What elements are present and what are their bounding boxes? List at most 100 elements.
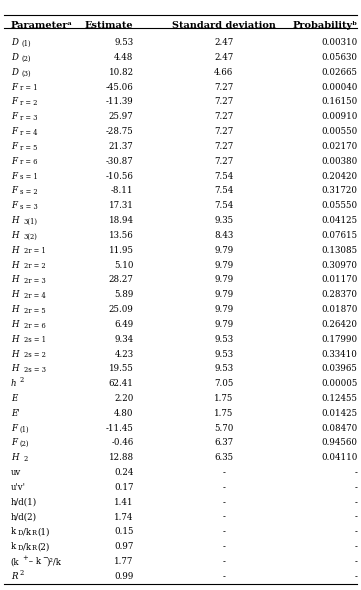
Text: (1): (1) bbox=[22, 40, 31, 48]
Text: 2r = 2: 2r = 2 bbox=[24, 263, 45, 270]
Text: H: H bbox=[11, 305, 18, 314]
Text: 19.55: 19.55 bbox=[109, 365, 134, 373]
Text: 8.43: 8.43 bbox=[214, 231, 234, 240]
Text: 7.27: 7.27 bbox=[214, 142, 234, 151]
Text: -: - bbox=[222, 468, 225, 477]
Text: −: − bbox=[42, 554, 48, 562]
Text: E: E bbox=[11, 394, 17, 403]
Text: F: F bbox=[11, 201, 17, 210]
Text: 6.49: 6.49 bbox=[114, 320, 134, 329]
Text: 9.53: 9.53 bbox=[114, 38, 134, 47]
Text: 18.94: 18.94 bbox=[109, 216, 134, 225]
Text: 2s = 1: 2s = 1 bbox=[24, 336, 46, 345]
Text: D: D bbox=[11, 38, 18, 47]
Text: F: F bbox=[11, 438, 17, 447]
Text: -: - bbox=[222, 542, 225, 551]
Text: F: F bbox=[11, 172, 17, 181]
Text: F: F bbox=[11, 142, 17, 151]
Text: 7.27: 7.27 bbox=[214, 157, 234, 166]
Text: 1.77: 1.77 bbox=[114, 557, 134, 566]
Text: H: H bbox=[11, 290, 18, 299]
Text: r = 4: r = 4 bbox=[20, 129, 37, 137]
Text: 0.04125: 0.04125 bbox=[321, 216, 357, 225]
Text: 0.01170: 0.01170 bbox=[321, 276, 357, 284]
Text: 0.24: 0.24 bbox=[114, 468, 134, 477]
Text: D: D bbox=[11, 53, 18, 62]
Text: 0.02665: 0.02665 bbox=[321, 68, 357, 77]
Text: 13.56: 13.56 bbox=[109, 231, 134, 240]
Text: 0.00380: 0.00380 bbox=[321, 157, 357, 166]
Text: 0.20420: 0.20420 bbox=[321, 172, 357, 181]
Text: 4.23: 4.23 bbox=[114, 349, 134, 359]
Text: -: - bbox=[222, 483, 225, 492]
Text: )²/k: )²/k bbox=[47, 557, 62, 566]
Text: F: F bbox=[11, 186, 17, 195]
Text: H: H bbox=[11, 276, 18, 284]
Text: H: H bbox=[11, 335, 18, 343]
Text: 0.15: 0.15 bbox=[114, 527, 134, 536]
Text: 0.30970: 0.30970 bbox=[321, 261, 357, 270]
Text: 7.27: 7.27 bbox=[214, 83, 234, 91]
Text: 21.37: 21.37 bbox=[109, 142, 134, 151]
Text: uv: uv bbox=[11, 468, 21, 477]
Text: 7.05: 7.05 bbox=[214, 379, 234, 388]
Text: u'v': u'v' bbox=[11, 483, 26, 492]
Text: 4.66: 4.66 bbox=[214, 68, 234, 77]
Text: 11.95: 11.95 bbox=[109, 245, 134, 255]
Text: s = 3: s = 3 bbox=[20, 203, 38, 211]
Text: r = 2: r = 2 bbox=[20, 99, 37, 107]
Text: Estimate: Estimate bbox=[85, 21, 134, 30]
Text: 1.41: 1.41 bbox=[114, 498, 134, 507]
Text: 7.27: 7.27 bbox=[214, 127, 234, 136]
Text: D: D bbox=[11, 68, 18, 77]
Text: 2r = 1: 2r = 1 bbox=[24, 247, 45, 255]
Text: D: D bbox=[18, 544, 23, 552]
Text: 0.00310: 0.00310 bbox=[321, 38, 357, 47]
Text: 2s = 3: 2s = 3 bbox=[24, 366, 46, 374]
Text: 2.20: 2.20 bbox=[114, 394, 134, 403]
Text: 9.35: 9.35 bbox=[214, 216, 233, 225]
Text: 3(1): 3(1) bbox=[24, 218, 38, 226]
Text: (k: (k bbox=[11, 557, 19, 566]
Text: 0.03965: 0.03965 bbox=[322, 365, 357, 373]
Text: 0.94560: 0.94560 bbox=[321, 438, 357, 447]
Text: R: R bbox=[11, 572, 17, 581]
Text: h/d(2): h/d(2) bbox=[11, 513, 37, 522]
Text: H: H bbox=[11, 231, 18, 240]
Text: -30.87: -30.87 bbox=[106, 157, 134, 166]
Text: 0.08470: 0.08470 bbox=[321, 424, 357, 432]
Text: 5.89: 5.89 bbox=[114, 290, 134, 299]
Text: -: - bbox=[355, 527, 357, 536]
Text: 0.17990: 0.17990 bbox=[321, 335, 357, 343]
Text: 25.09: 25.09 bbox=[109, 305, 134, 314]
Text: -0.46: -0.46 bbox=[111, 438, 134, 447]
Text: 9.79: 9.79 bbox=[214, 245, 234, 255]
Text: 9.79: 9.79 bbox=[214, 290, 234, 299]
Text: – k: – k bbox=[26, 557, 42, 566]
Text: 9.79: 9.79 bbox=[214, 305, 234, 314]
Text: 0.16150: 0.16150 bbox=[321, 97, 357, 106]
Text: 9.79: 9.79 bbox=[214, 320, 234, 329]
Text: (3): (3) bbox=[22, 70, 31, 77]
Text: 2s = 2: 2s = 2 bbox=[24, 351, 46, 359]
Text: F: F bbox=[11, 157, 17, 166]
Text: D: D bbox=[18, 529, 23, 537]
Text: 0.01425: 0.01425 bbox=[321, 409, 357, 418]
Text: 4.80: 4.80 bbox=[114, 409, 134, 418]
Text: -: - bbox=[222, 513, 225, 522]
Text: E': E' bbox=[11, 409, 19, 418]
Text: 0.13085: 0.13085 bbox=[321, 245, 357, 255]
Text: R: R bbox=[31, 529, 36, 537]
Text: 0.01870: 0.01870 bbox=[321, 305, 357, 314]
Text: (2): (2) bbox=[37, 542, 49, 551]
Text: -11.45: -11.45 bbox=[106, 424, 134, 432]
Text: -: - bbox=[355, 557, 357, 566]
Text: 62.41: 62.41 bbox=[109, 379, 134, 388]
Text: 6.37: 6.37 bbox=[214, 438, 233, 447]
Text: Standard deviation: Standard deviation bbox=[172, 21, 276, 30]
Text: 0.00910: 0.00910 bbox=[321, 112, 357, 121]
Text: 0.99: 0.99 bbox=[114, 572, 134, 581]
Text: 2r = 5: 2r = 5 bbox=[24, 307, 45, 315]
Text: 0.28370: 0.28370 bbox=[321, 290, 357, 299]
Text: 1.74: 1.74 bbox=[114, 513, 134, 522]
